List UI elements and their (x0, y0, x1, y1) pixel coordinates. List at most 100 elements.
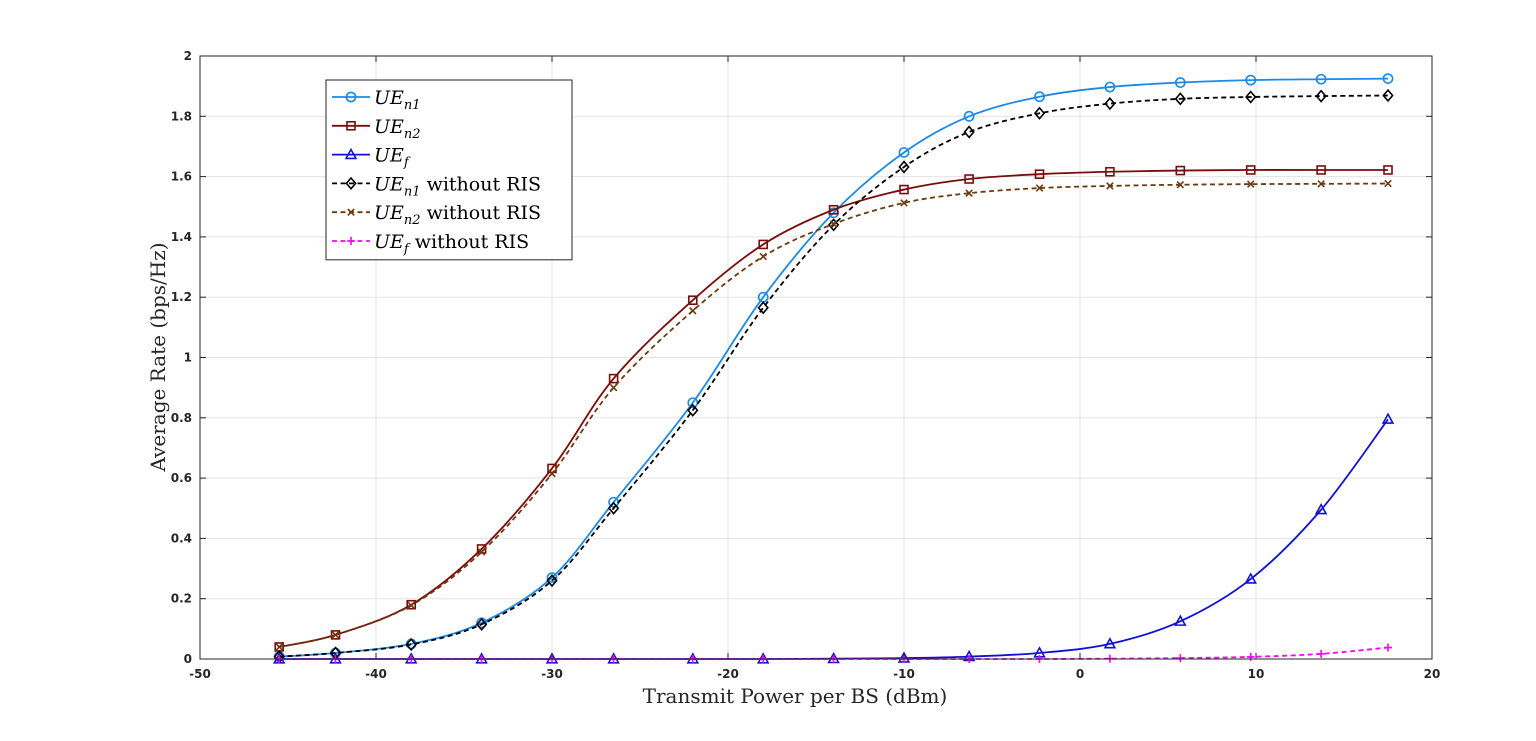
x-tick-label: -10 (893, 667, 915, 681)
y-axis-label: Average Rate (bps/Hz) (146, 242, 170, 472)
data-point (964, 174, 974, 184)
legend-item: UEn1 without RIS (332, 173, 541, 199)
data-point (963, 110, 975, 122)
data-point (1174, 614, 1187, 626)
legend-label-main: UE (374, 173, 404, 195)
y-tick-label: 0.2 (171, 592, 192, 606)
legend-label-suffix: without RIS (421, 173, 541, 195)
legend-item: UEn1 (332, 87, 421, 113)
series-line (279, 77, 1389, 658)
legend-label-main: UE (374, 231, 404, 253)
y-tick-label: 0.8 (171, 411, 192, 425)
data-point (759, 252, 767, 261)
data-point (1384, 179, 1392, 188)
x-tick-label: 10 (1248, 667, 1265, 681)
legend-item: UEf (332, 145, 411, 171)
data-point (1382, 73, 1394, 85)
legend-label-subscript: n2 (404, 213, 421, 228)
series-2 (274, 165, 1393, 652)
data-point (1245, 90, 1257, 104)
y-tick-label: 1 (184, 351, 192, 365)
legend-label-subscript: n1 (404, 98, 421, 113)
data-point (405, 637, 417, 652)
data-point (757, 301, 769, 315)
legend-item: UEn2 without RIS (332, 202, 541, 228)
data-point (1034, 91, 1045, 103)
data-point (546, 572, 558, 583)
x-tick-label: 0 (1076, 667, 1084, 681)
legend-label: UEn2 (374, 116, 421, 142)
data-point (1317, 649, 1326, 658)
legend-item: UEn2 (332, 116, 421, 142)
legend-box (325, 79, 573, 261)
data-point (1384, 643, 1392, 652)
data-point (1246, 652, 1255, 661)
x-tick-label: -50 (189, 667, 211, 681)
data-point (1176, 654, 1185, 663)
data-point (330, 630, 341, 640)
data-point (1104, 81, 1116, 93)
legend-marker (344, 147, 358, 160)
data-point (1174, 92, 1186, 106)
legend-label-main: UE (374, 145, 404, 167)
data-point (965, 189, 973, 197)
legend-label-subscript: n1 (404, 184, 421, 199)
data-point (546, 573, 558, 588)
data-point (900, 199, 908, 207)
data-point (1381, 412, 1395, 424)
data-point (608, 373, 619, 384)
data-point (1316, 165, 1326, 175)
legend-label-subscript: f (403, 156, 411, 171)
data-point (827, 218, 840, 232)
y-tick-label: 0 (184, 652, 192, 666)
y-tick-label: 1.4 (171, 230, 192, 244)
data-point (1245, 74, 1257, 86)
legend-label-suffix: without RIS (421, 202, 541, 224)
y-tick-label: 2 (184, 49, 192, 63)
data-point (477, 548, 486, 556)
data-point (407, 601, 415, 610)
data-point (1383, 165, 1393, 175)
legend-label: UEf (374, 145, 411, 171)
data-point (1035, 184, 1044, 192)
data-point (1314, 502, 1328, 515)
data-point (1246, 180, 1255, 188)
data-point (758, 239, 769, 250)
legend-label: UEn1 (374, 87, 421, 113)
data-point (1175, 165, 1186, 176)
data-point (1317, 180, 1325, 188)
data-point (1176, 180, 1185, 189)
data-point (1104, 97, 1116, 111)
data-point (331, 631, 340, 639)
x-axis-label: Transmit Power per BS (dBm) (643, 684, 948, 708)
data-point (406, 599, 417, 610)
y-tick-label: 0.4 (171, 531, 192, 545)
data-point (689, 307, 697, 315)
y-tick-label: 1.8 (171, 109, 192, 123)
data-point (1382, 88, 1394, 103)
data-point (1105, 166, 1115, 177)
data-point (1315, 89, 1327, 103)
series-line (279, 169, 1388, 648)
data-point (1245, 165, 1256, 175)
legend-label: UEn1 without RIS (374, 173, 541, 199)
data-point (898, 147, 910, 158)
data-point (548, 469, 556, 478)
legend-label-subscript: n2 (404, 127, 421, 142)
data-point (1315, 73, 1327, 85)
data-point (607, 501, 620, 515)
series-4 (273, 88, 1394, 664)
legend-marker (347, 208, 355, 216)
data-point (1106, 182, 1114, 190)
x-tick-label: -20 (717, 667, 739, 681)
series-5 (275, 179, 1392, 651)
data-point (1244, 572, 1257, 584)
legend-marker (347, 237, 355, 245)
data-point (475, 617, 488, 631)
data-point (1033, 106, 1046, 120)
y-tick-label: 0.6 (171, 471, 192, 485)
legend-label: UEn2 without RIS (374, 202, 541, 228)
series-line (279, 94, 1389, 658)
y-tick-label: 1.6 (171, 170, 192, 184)
